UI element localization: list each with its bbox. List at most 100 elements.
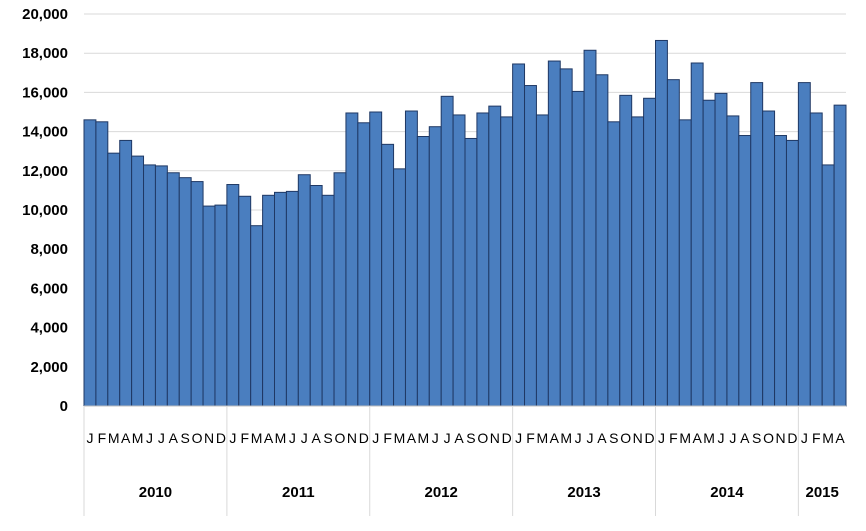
bar [357, 122, 371, 407]
bar [547, 60, 561, 407]
bar [95, 121, 109, 407]
month-label: M [251, 430, 263, 446]
bar [512, 63, 526, 407]
month-label: J [86, 430, 93, 446]
bar [285, 190, 299, 407]
month-label: F [240, 430, 249, 446]
bar [250, 225, 264, 407]
month-label: A [312, 430, 322, 446]
bar [500, 116, 514, 407]
month-label: J [717, 430, 724, 446]
month-label: M [108, 430, 120, 446]
bar [631, 116, 645, 407]
bar [738, 135, 752, 407]
bar [321, 194, 335, 407]
bar [440, 95, 454, 407]
month-label: J [587, 430, 594, 446]
month-label: S [609, 430, 618, 446]
bar [809, 112, 823, 407]
bar [750, 82, 764, 407]
bar [774, 135, 787, 407]
month-label: N [347, 430, 357, 446]
month-label: A [454, 430, 464, 446]
bar [404, 110, 418, 407]
bar [369, 111, 383, 407]
bar [571, 90, 585, 407]
bar [595, 74, 609, 407]
month-label: M [560, 430, 572, 446]
month-label: O [192, 430, 203, 446]
bar [131, 155, 145, 407]
bar [619, 94, 633, 407]
month-label: J [289, 430, 296, 446]
bar [393, 168, 406, 407]
month-label: A [121, 430, 131, 446]
month-label: O [477, 430, 488, 446]
month-label: S [752, 430, 761, 446]
bar [226, 184, 240, 407]
month-label: D [644, 430, 654, 446]
bars [83, 39, 847, 407]
bar [345, 112, 359, 407]
bar [702, 99, 716, 407]
month-label: A [693, 430, 703, 446]
month-label: M [822, 430, 834, 446]
bar [488, 105, 502, 407]
y-tick-label: 6,000 [30, 280, 68, 297]
bar [178, 177, 192, 407]
month-label: M [417, 430, 429, 446]
month-label: A [407, 430, 417, 446]
bar [785, 139, 799, 407]
month-label: D [359, 430, 369, 446]
month-label: O [620, 430, 631, 446]
bar [214, 204, 228, 407]
month-label: J [444, 430, 451, 446]
bar [297, 174, 311, 407]
bar [524, 85, 537, 407]
month-label: F [383, 430, 392, 446]
y-tick-label: 10,000 [22, 202, 68, 219]
month-label: M [275, 430, 287, 446]
month-label: M [132, 430, 144, 446]
month-label: D [787, 430, 797, 446]
bar [762, 110, 776, 407]
bar [464, 137, 478, 407]
bar [452, 114, 466, 407]
year-label: 2014 [710, 484, 744, 501]
month-label: A [835, 430, 845, 446]
month-label: J [301, 430, 308, 446]
bar [678, 119, 692, 407]
y-tick-label: 2,000 [30, 359, 68, 376]
y-tick-label: 12,000 [22, 163, 68, 180]
month-label: A [597, 430, 607, 446]
bar [154, 165, 168, 407]
bar [797, 82, 811, 407]
bar [428, 126, 442, 407]
bar [583, 49, 597, 407]
bar [202, 205, 216, 407]
month-label: S [323, 430, 332, 446]
year-label: 2013 [567, 484, 600, 501]
bar [535, 114, 549, 407]
y-tick-label: 14,000 [22, 124, 68, 141]
month-label: D [216, 430, 226, 446]
bar [666, 79, 680, 407]
bar [262, 194, 275, 407]
bar [143, 164, 156, 407]
year-label: 2010 [139, 484, 172, 501]
bar [690, 62, 704, 407]
bar [274, 191, 287, 407]
y-tick-label: 20,000 [22, 6, 68, 23]
bar [833, 104, 847, 407]
bar [381, 143, 395, 407]
bar [655, 39, 668, 407]
month-label: J [229, 430, 236, 446]
y-tick-label: 4,000 [30, 320, 68, 337]
bar [166, 172, 180, 407]
month-label: F [669, 430, 678, 446]
bar [643, 97, 656, 407]
y-axis-tick-labels: 0 2,000 4,000 6,000 8,000 10,000 12,000 14,000 1… [22, 6, 68, 415]
month-label: F [812, 430, 821, 446]
month-label: A [550, 430, 560, 446]
